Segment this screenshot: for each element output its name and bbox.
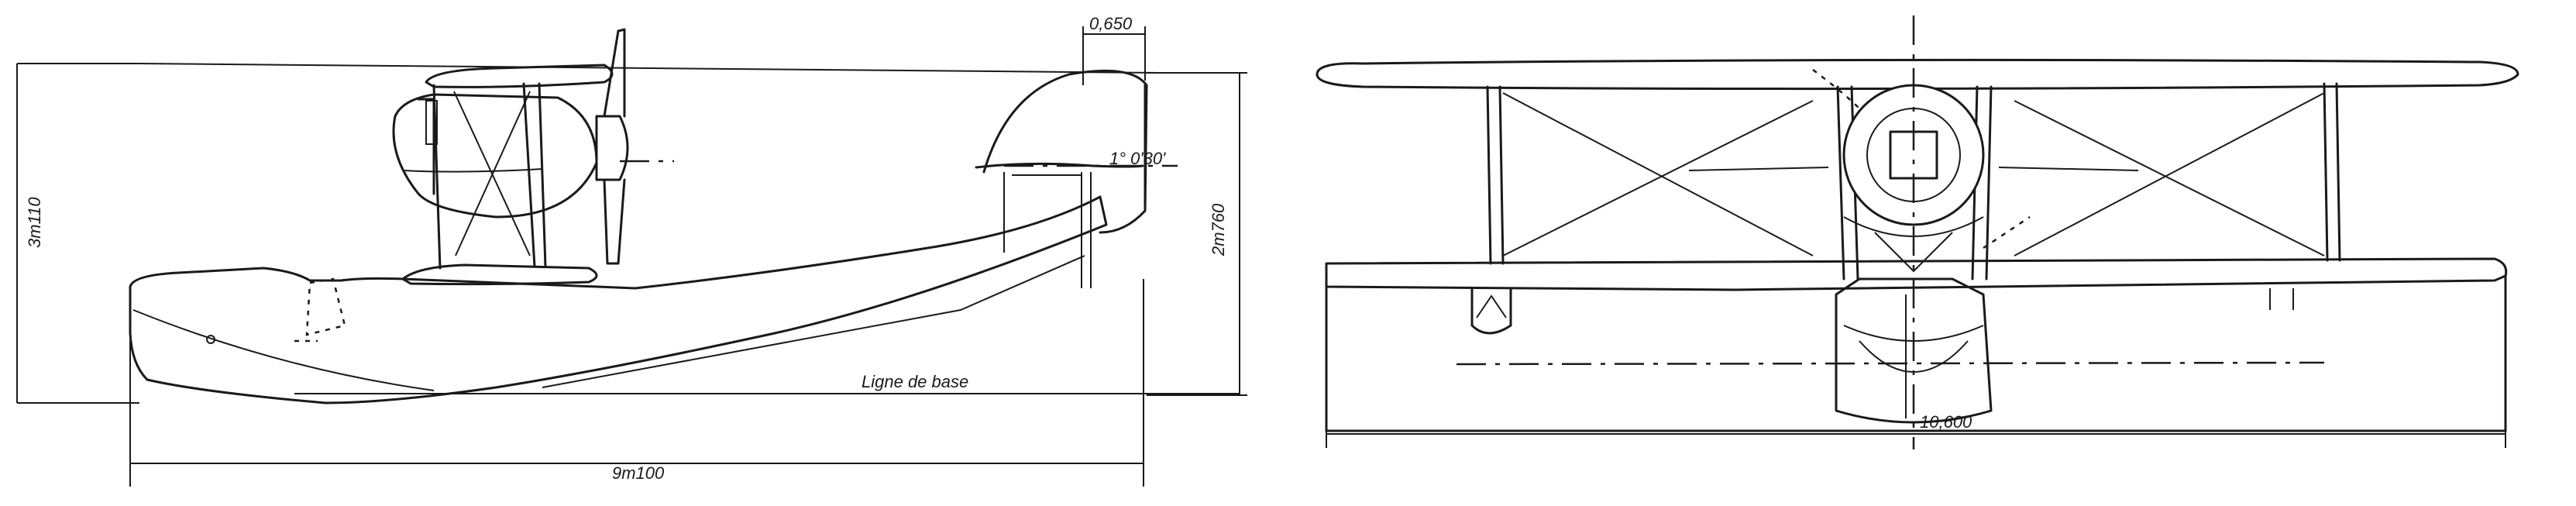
dim-tail-height-label: 2m760 [1209, 203, 1228, 256]
angle-label: 1° 0'30' [1109, 149, 1166, 168]
upper-wing [1316, 58, 2519, 91]
tail-fin [975, 69, 1178, 288]
height-dimension: 3m110 [16, 63, 139, 404]
dim-height-label: 3m110 [25, 197, 44, 248]
tail-height-dimension: 2m760 [1147, 72, 1247, 396]
front-view: 10,600 [1316, 15, 2519, 449]
span-dimension: 10,600 [1326, 403, 2506, 448]
waterline [1456, 361, 2325, 366]
top-reference-line [139, 63, 1163, 74]
side-view: 3m110 2m7 [16, 14, 1247, 487]
interplane-struts [1486, 82, 2341, 265]
baseline-label: Ligne de base [862, 372, 968, 391]
hull-front [1325, 274, 2507, 432]
dim-span-label: 10,600 [1920, 412, 1972, 432]
dim-length-label: 9m100 [612, 463, 665, 483]
engine-nacelle [1812, 69, 2031, 281]
lower-wing [1325, 257, 2508, 291]
offset-dimension: 0,650 [1082, 14, 1146, 85]
side-wing-assembly [392, 28, 674, 286]
dim-offset-label: 0,650 [1089, 14, 1133, 33]
length-dimension: 9m100 [129, 279, 1144, 487]
hull [129, 195, 1108, 404]
